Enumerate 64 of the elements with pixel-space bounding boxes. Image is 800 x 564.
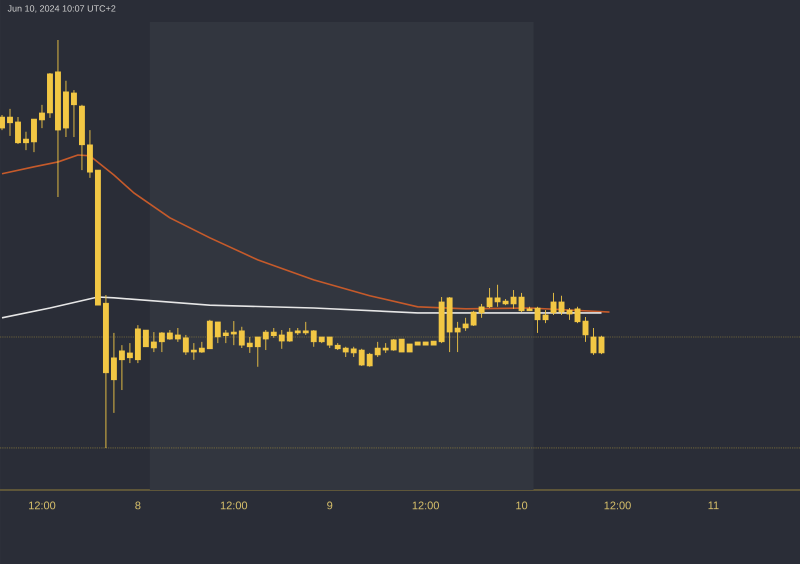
candlestick <box>182 334 189 356</box>
x-tick-label: 11 <box>708 502 719 510</box>
candlestick <box>398 338 405 353</box>
candlestick <box>31 118 37 153</box>
candlestick <box>238 326 245 348</box>
candlestick <box>142 330 149 348</box>
candlestick <box>0 114 5 131</box>
candlestick <box>174 328 181 342</box>
candlestick <box>390 338 397 352</box>
candlestick <box>542 310 548 324</box>
candlestick <box>262 330 269 350</box>
candlestick <box>454 321 461 353</box>
candlestick <box>126 342 133 364</box>
candlestick <box>326 336 333 348</box>
x-tick-label: 12:00 <box>412 502 439 510</box>
candlestick <box>166 330 173 340</box>
candlestick <box>7 108 13 136</box>
candlestick <box>534 306 540 334</box>
candlestick <box>214 321 221 344</box>
candlestick <box>158 332 165 353</box>
candlestick <box>374 341 381 358</box>
candlestick <box>510 290 517 310</box>
candlestick <box>494 284 501 308</box>
candlestick <box>71 90 77 138</box>
candlestick <box>118 344 125 390</box>
candlestick <box>358 348 365 366</box>
candlestick <box>190 342 197 360</box>
candlestick <box>550 292 556 316</box>
candlestick <box>382 342 389 354</box>
candlestick <box>230 320 237 346</box>
candlestick <box>342 346 349 358</box>
candlestick <box>590 328 596 356</box>
candlestick <box>254 336 261 368</box>
candlestick <box>15 116 21 144</box>
candlestick <box>222 330 229 344</box>
candlestick <box>582 316 588 342</box>
candlestick <box>39 104 45 129</box>
candlestick <box>23 131 29 151</box>
candlestick <box>486 288 493 308</box>
candlestick <box>198 341 205 354</box>
x-tick-label: 10 <box>516 502 528 510</box>
candlestick <box>110 332 117 414</box>
x-tick-label: 12:00 <box>604 502 631 510</box>
candlestick <box>302 321 309 336</box>
candlestick <box>366 352 373 368</box>
candlestick <box>462 317 469 332</box>
candlestick <box>350 346 357 358</box>
candlestick <box>246 336 253 354</box>
candlestick <box>286 328 293 342</box>
x-tick-label: 12:00 <box>220 502 248 510</box>
candlestick <box>518 292 525 313</box>
x-tick-label: 8 <box>135 502 140 510</box>
candlestick <box>566 308 572 320</box>
candlestick <box>574 306 580 324</box>
x-tick-label: 9 <box>327 502 332 510</box>
candlestick <box>150 332 157 353</box>
candlestick <box>278 330 285 350</box>
x-tick-label: 12:00 <box>29 502 56 510</box>
candlestick <box>558 295 564 316</box>
candlestick <box>470 310 477 326</box>
candlestick <box>310 330 317 348</box>
text: Jun 10, 2024 10:07 UTC+2 <box>8 5 116 13</box>
candlestick <box>598 335 604 355</box>
candlestick <box>478 303 485 318</box>
